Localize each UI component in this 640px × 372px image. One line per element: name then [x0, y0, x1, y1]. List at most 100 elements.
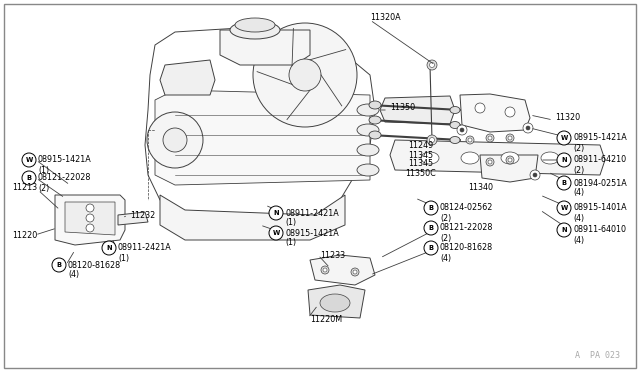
- Text: (2): (2): [38, 183, 49, 192]
- Circle shape: [321, 266, 329, 274]
- Text: 08911-2421A: 08911-2421A: [118, 244, 172, 253]
- Text: B: B: [561, 180, 566, 186]
- Text: W: W: [26, 157, 33, 163]
- Circle shape: [468, 138, 472, 142]
- Text: B: B: [429, 225, 433, 231]
- Circle shape: [86, 204, 94, 212]
- Circle shape: [52, 258, 66, 272]
- Circle shape: [427, 60, 437, 70]
- Text: N: N: [273, 210, 279, 216]
- Circle shape: [460, 128, 464, 132]
- Text: N: N: [561, 157, 567, 163]
- Circle shape: [486, 134, 494, 142]
- Ellipse shape: [369, 116, 381, 124]
- Text: 11232: 11232: [130, 211, 156, 219]
- Text: 08911-64210: 08911-64210: [573, 155, 626, 164]
- Circle shape: [557, 153, 571, 167]
- Circle shape: [269, 226, 283, 240]
- Text: 11345: 11345: [408, 151, 433, 160]
- Polygon shape: [160, 195, 345, 240]
- Text: 11233: 11233: [320, 250, 345, 260]
- Text: (1): (1): [285, 238, 296, 247]
- Circle shape: [351, 268, 359, 276]
- Polygon shape: [308, 285, 365, 318]
- Circle shape: [424, 241, 438, 255]
- Circle shape: [269, 206, 283, 220]
- Circle shape: [486, 158, 494, 166]
- Circle shape: [86, 224, 94, 232]
- Text: (4): (4): [68, 270, 79, 279]
- Circle shape: [424, 221, 438, 235]
- Text: (4): (4): [573, 214, 584, 222]
- Text: 11213: 11213: [12, 183, 37, 192]
- Polygon shape: [460, 94, 530, 132]
- Ellipse shape: [235, 18, 275, 32]
- Circle shape: [557, 201, 571, 215]
- Circle shape: [429, 62, 435, 67]
- Text: 11350: 11350: [390, 103, 415, 112]
- Text: B: B: [429, 205, 433, 211]
- Circle shape: [523, 123, 533, 133]
- Circle shape: [353, 270, 357, 274]
- Ellipse shape: [230, 21, 280, 39]
- Circle shape: [557, 176, 571, 190]
- Text: (2): (2): [573, 166, 584, 174]
- Text: 08915-1421A: 08915-1421A: [38, 155, 92, 164]
- Text: B: B: [429, 245, 433, 251]
- Circle shape: [457, 125, 467, 135]
- Ellipse shape: [421, 152, 439, 164]
- Ellipse shape: [461, 152, 479, 164]
- Text: B: B: [26, 175, 31, 181]
- Circle shape: [475, 103, 485, 113]
- Text: 08911-2421A: 08911-2421A: [285, 208, 339, 218]
- Circle shape: [488, 136, 492, 140]
- Circle shape: [506, 156, 514, 164]
- Text: W: W: [561, 135, 568, 141]
- Circle shape: [86, 214, 94, 222]
- Ellipse shape: [450, 106, 460, 113]
- Text: 11249: 11249: [408, 141, 433, 150]
- Text: (1): (1): [38, 166, 49, 174]
- Circle shape: [505, 107, 515, 117]
- Circle shape: [424, 201, 438, 215]
- Polygon shape: [390, 140, 605, 175]
- Text: 08121-22028: 08121-22028: [38, 173, 92, 183]
- Circle shape: [488, 160, 492, 164]
- Text: W: W: [561, 205, 568, 211]
- Text: 08120-81628: 08120-81628: [68, 260, 121, 269]
- Polygon shape: [480, 155, 538, 182]
- Ellipse shape: [450, 137, 460, 144]
- Circle shape: [102, 241, 116, 255]
- Text: 08911-64010: 08911-64010: [573, 225, 626, 234]
- Circle shape: [557, 223, 571, 237]
- Text: 08124-02562: 08124-02562: [440, 203, 493, 212]
- Text: 08194-0251A: 08194-0251A: [573, 179, 627, 187]
- Circle shape: [533, 173, 537, 177]
- Circle shape: [508, 158, 512, 162]
- Circle shape: [253, 23, 357, 127]
- Circle shape: [163, 128, 187, 152]
- Text: (1): (1): [118, 253, 129, 263]
- Polygon shape: [118, 212, 148, 225]
- Polygon shape: [155, 90, 370, 185]
- Text: 08120-81628: 08120-81628: [440, 244, 493, 253]
- Circle shape: [429, 138, 435, 142]
- Text: 08915-1421A: 08915-1421A: [573, 134, 627, 142]
- Circle shape: [506, 134, 514, 142]
- Ellipse shape: [357, 124, 379, 136]
- Text: 11320A: 11320A: [370, 13, 401, 22]
- Ellipse shape: [369, 101, 381, 109]
- Circle shape: [22, 153, 36, 167]
- Text: (4): (4): [440, 253, 451, 263]
- Text: (4): (4): [573, 235, 584, 244]
- Polygon shape: [220, 30, 310, 65]
- Ellipse shape: [357, 164, 379, 176]
- Text: 08121-22028: 08121-22028: [440, 224, 493, 232]
- Polygon shape: [65, 202, 115, 235]
- Text: 11350C: 11350C: [405, 169, 436, 177]
- Polygon shape: [55, 195, 125, 245]
- Text: 08915-1421A: 08915-1421A: [285, 228, 339, 237]
- Polygon shape: [310, 255, 375, 285]
- Text: W: W: [273, 230, 280, 236]
- Text: (2): (2): [440, 234, 451, 243]
